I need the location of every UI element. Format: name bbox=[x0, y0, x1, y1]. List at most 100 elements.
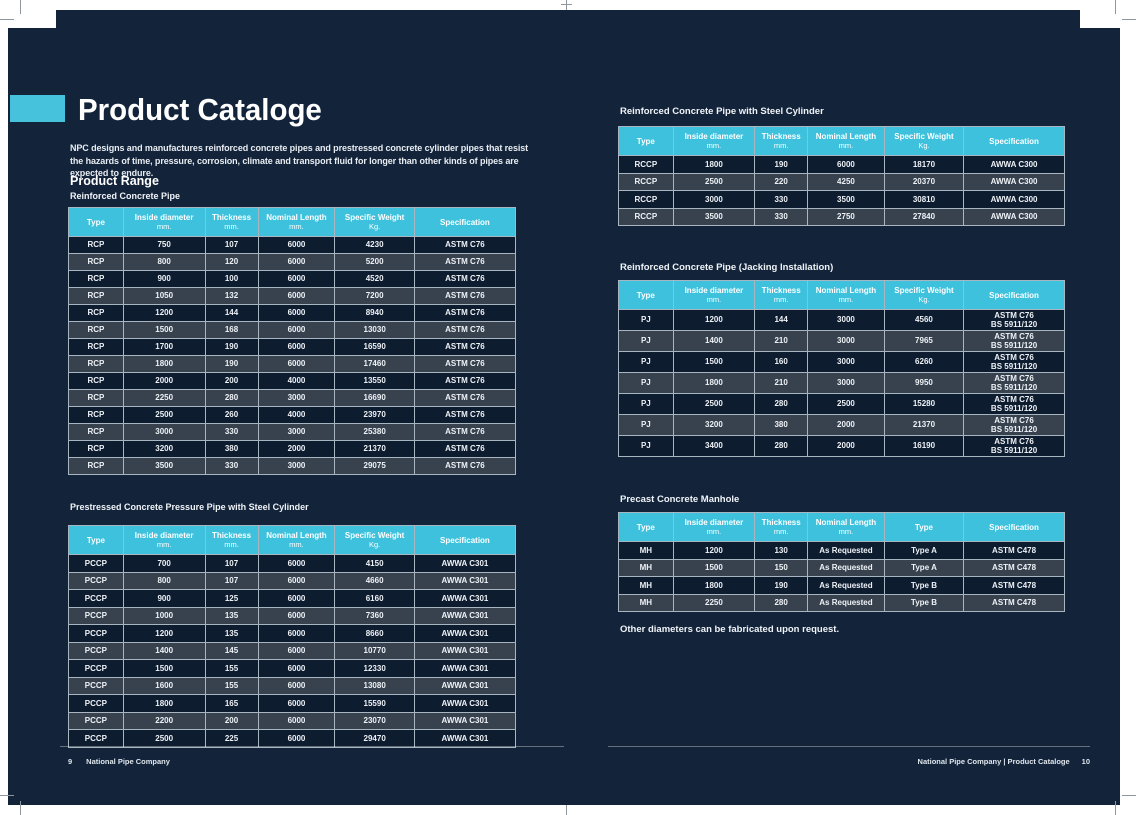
table-cell: 3000 bbox=[673, 191, 755, 208]
table-cell: AWWA C300 bbox=[964, 156, 1064, 173]
table-cell: 160 bbox=[755, 352, 808, 372]
column-unit: mm. bbox=[838, 294, 854, 304]
table-cell: 132 bbox=[205, 288, 258, 304]
table-cell: 23970 bbox=[335, 407, 414, 423]
table-cell: 135 bbox=[205, 625, 258, 642]
crop-mark-bottom-right-v bbox=[1115, 801, 1116, 815]
table-cell: 7360 bbox=[335, 607, 414, 624]
table-cell: AWWA C300 bbox=[964, 191, 1064, 208]
table-cell: 1700 bbox=[123, 339, 205, 355]
table-cell: PJ bbox=[619, 415, 673, 435]
table-cell: PCCP bbox=[69, 590, 123, 607]
table-row: RCP 3500 330 3000 29075 ASTM C76 bbox=[69, 458, 515, 474]
table-cell: 145 bbox=[205, 642, 258, 659]
table-cell: PCCP bbox=[69, 730, 123, 747]
table-cell: RCCP bbox=[619, 191, 673, 208]
table-cell: 6000 bbox=[258, 625, 335, 642]
table-cell: 15280 bbox=[884, 394, 964, 414]
table-cell: PJ bbox=[619, 373, 673, 393]
table-row: RCP 1500 168 6000 13030 ASTM C76 bbox=[69, 322, 515, 338]
table-row: PJ 1400 210 3000 7965 ASTM C76 BS 5911/120 bbox=[619, 331, 1064, 351]
column-label: Type bbox=[86, 217, 105, 227]
table-header-cell: Thickness mm. bbox=[205, 526, 258, 554]
print-margin-notch-top-right bbox=[1080, 0, 1136, 28]
crop-mark-top-left-h bbox=[0, 19, 14, 20]
table-cell: 23070 bbox=[335, 712, 414, 729]
table-cell: 6000 bbox=[258, 288, 335, 304]
table-cell: MH bbox=[619, 559, 673, 576]
table-cell: 27840 bbox=[884, 208, 964, 225]
table-cell: 4000 bbox=[258, 373, 335, 389]
table-cell: 200 bbox=[205, 712, 258, 729]
table-cell: AWWA C301 bbox=[414, 642, 515, 659]
table-row: RCP 3000 330 3000 25380 ASTM C76 bbox=[69, 424, 515, 440]
table-row: RCCP 3000 330 3500 30810 AWWA C300 bbox=[619, 191, 1064, 208]
table-cell: 7965 bbox=[884, 331, 964, 351]
table-cell: 2500 bbox=[808, 394, 884, 414]
column-label: Nominal Length bbox=[266, 212, 327, 222]
table-cell: ASTM C76 bbox=[414, 288, 515, 304]
table-cell: ASTM C478 bbox=[964, 577, 1064, 594]
table-cell: 9950 bbox=[884, 373, 964, 393]
table-row: MH 1200 130 As Requested Type A ASTM C478 bbox=[619, 542, 1064, 559]
table-row: RCP 1050 132 6000 7200 ASTM C76 bbox=[69, 288, 515, 304]
table-cell: 380 bbox=[755, 415, 808, 435]
table-cell: AWWA C300 bbox=[964, 173, 1064, 190]
table-cell: 330 bbox=[205, 458, 258, 474]
table-cell: 17460 bbox=[335, 356, 414, 372]
table-cell: 2000 bbox=[123, 373, 205, 389]
column-unit: Kg. bbox=[918, 140, 930, 150]
column-unit: mm. bbox=[773, 294, 789, 304]
table-cell: 3500 bbox=[808, 191, 884, 208]
table-cell: ASTM C478 bbox=[964, 542, 1064, 559]
table-cell: 135 bbox=[205, 607, 258, 624]
table-cell: ASTM C76 bbox=[414, 305, 515, 321]
table-cell: 1200 bbox=[673, 310, 755, 330]
crop-mark-top-center-v bbox=[566, 0, 567, 10]
table-cell: RCP bbox=[69, 288, 123, 304]
table-cell: 6000 bbox=[258, 712, 335, 729]
table-cell: AWWA C301 bbox=[414, 677, 515, 694]
footer-left-text: National Pipe Company bbox=[86, 757, 170, 766]
crop-mark-bottom-center-v bbox=[566, 805, 567, 815]
table-header-row: Type Inside diameter mm. Thickness mm. Nomina… bbox=[619, 127, 1064, 155]
table-cell: 330 bbox=[755, 191, 808, 208]
table-cell: 2200 bbox=[123, 712, 205, 729]
table-header-row: Type Inside diameter mm. Thickness mm. Nomina… bbox=[69, 526, 515, 554]
table-cell: AWWA C301 bbox=[414, 730, 515, 747]
table-cell: PJ bbox=[619, 394, 673, 414]
table-cell: RCP bbox=[69, 356, 123, 372]
table-heading-precast-manhole: Precast Concrete Manhole bbox=[620, 494, 740, 505]
table-cell: 10770 bbox=[335, 642, 414, 659]
table-cell: 6000 bbox=[258, 555, 335, 572]
table-cell: 6000 bbox=[808, 156, 884, 173]
table-cell: 16590 bbox=[335, 339, 414, 355]
table-header-cell: Specification bbox=[964, 127, 1064, 155]
table-row: RCP 2250 280 3000 16690 ASTM C76 bbox=[69, 390, 515, 406]
table-cell: 3000 bbox=[258, 390, 335, 406]
table-cell: 4250 bbox=[808, 173, 884, 190]
table-cell: Type A bbox=[884, 559, 964, 576]
table-cell: 3500 bbox=[673, 208, 755, 225]
table-cell: 3000 bbox=[258, 458, 335, 474]
table-cell: AWWA C301 bbox=[414, 660, 515, 677]
table-cell: 155 bbox=[205, 660, 258, 677]
table-header-cell: Nominal Length mm. bbox=[808, 127, 884, 155]
table-cell: ASTM C478 bbox=[964, 559, 1064, 576]
crop-mark-top-center-h bbox=[561, 4, 572, 5]
table-header-cell: Specific Weight Kg. bbox=[884, 281, 964, 309]
table-cell: 1500 bbox=[673, 352, 755, 372]
crop-mark-top-right-h bbox=[1122, 19, 1136, 20]
table-cell: 25380 bbox=[335, 424, 414, 440]
table-header-cell: Nominal Length mm. bbox=[808, 513, 884, 541]
column-label: Type bbox=[636, 290, 655, 300]
table-header-cell: Thickness mm. bbox=[205, 208, 258, 236]
table-cell: 1400 bbox=[123, 642, 205, 659]
table-cell: 1400 bbox=[673, 331, 755, 351]
table-cell: PCCP bbox=[69, 712, 123, 729]
table-cell: 1800 bbox=[123, 356, 205, 372]
table-row: RCP 900 100 6000 4520 ASTM C76 bbox=[69, 271, 515, 287]
table-cell: 2500 bbox=[123, 407, 205, 423]
table-cell: 6000 bbox=[258, 730, 335, 747]
table-row: PJ 1800 210 3000 9950 ASTM C76 BS 5911/120 bbox=[619, 373, 1064, 393]
